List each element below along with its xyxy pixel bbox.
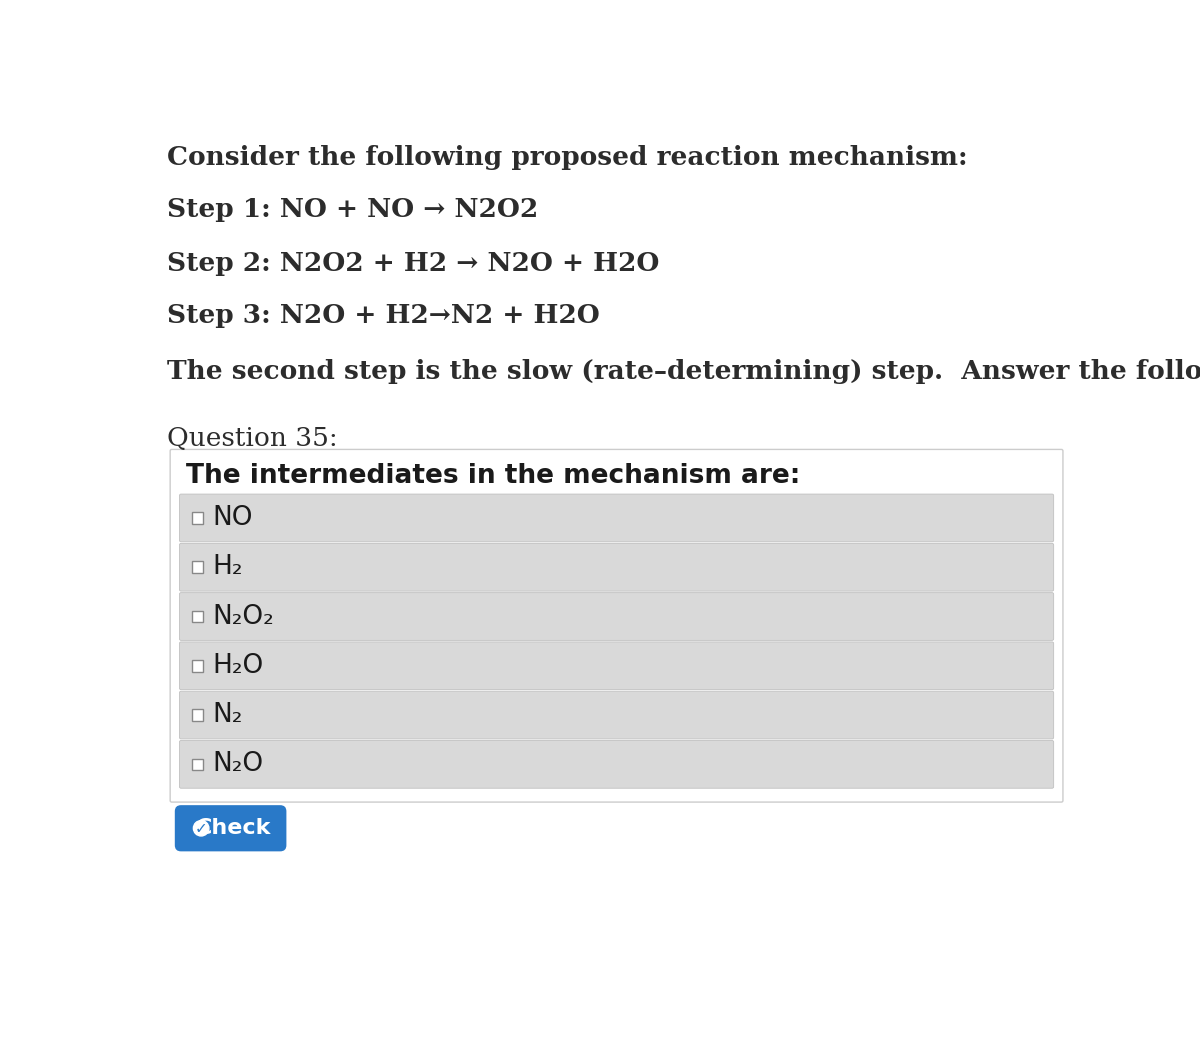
Text: Step 1: NO + NO → N2O2: Step 1: NO + NO → N2O2 bbox=[167, 197, 539, 222]
FancyBboxPatch shape bbox=[180, 642, 1054, 690]
Circle shape bbox=[193, 821, 209, 836]
Text: H₂: H₂ bbox=[212, 554, 244, 580]
FancyBboxPatch shape bbox=[192, 759, 204, 770]
Text: ✓: ✓ bbox=[194, 821, 208, 836]
Text: The intermediates in the mechanism are:: The intermediates in the mechanism are: bbox=[186, 463, 800, 489]
FancyBboxPatch shape bbox=[192, 660, 204, 672]
FancyBboxPatch shape bbox=[192, 709, 204, 721]
FancyBboxPatch shape bbox=[180, 494, 1054, 542]
Text: Question 35:: Question 35: bbox=[167, 426, 338, 452]
FancyBboxPatch shape bbox=[180, 691, 1054, 739]
Text: Step 2: N2O2 + H2 → N2O + H2O: Step 2: N2O2 + H2 → N2O + H2O bbox=[167, 251, 660, 275]
FancyBboxPatch shape bbox=[175, 805, 287, 851]
FancyBboxPatch shape bbox=[180, 741, 1054, 789]
Text: H₂O: H₂O bbox=[212, 653, 264, 679]
Text: Check: Check bbox=[196, 819, 271, 839]
Text: The second step is the slow (rate–determining) step.  Answer the following quest: The second step is the slow (rate–determ… bbox=[167, 358, 1200, 384]
FancyBboxPatch shape bbox=[192, 611, 204, 622]
FancyBboxPatch shape bbox=[192, 561, 204, 573]
FancyBboxPatch shape bbox=[192, 512, 204, 524]
FancyBboxPatch shape bbox=[170, 450, 1063, 803]
FancyBboxPatch shape bbox=[180, 593, 1054, 640]
Text: N₂O: N₂O bbox=[212, 752, 264, 777]
FancyBboxPatch shape bbox=[180, 543, 1054, 591]
Text: N₂: N₂ bbox=[212, 702, 244, 728]
Text: Consider the following proposed reaction mechanism:: Consider the following proposed reaction… bbox=[167, 145, 967, 169]
Text: Step 3: N2O + H2→N2 + H2O: Step 3: N2O + H2→N2 + H2O bbox=[167, 303, 600, 328]
Text: N₂O₂: N₂O₂ bbox=[212, 604, 275, 629]
Text: NO: NO bbox=[212, 505, 253, 530]
